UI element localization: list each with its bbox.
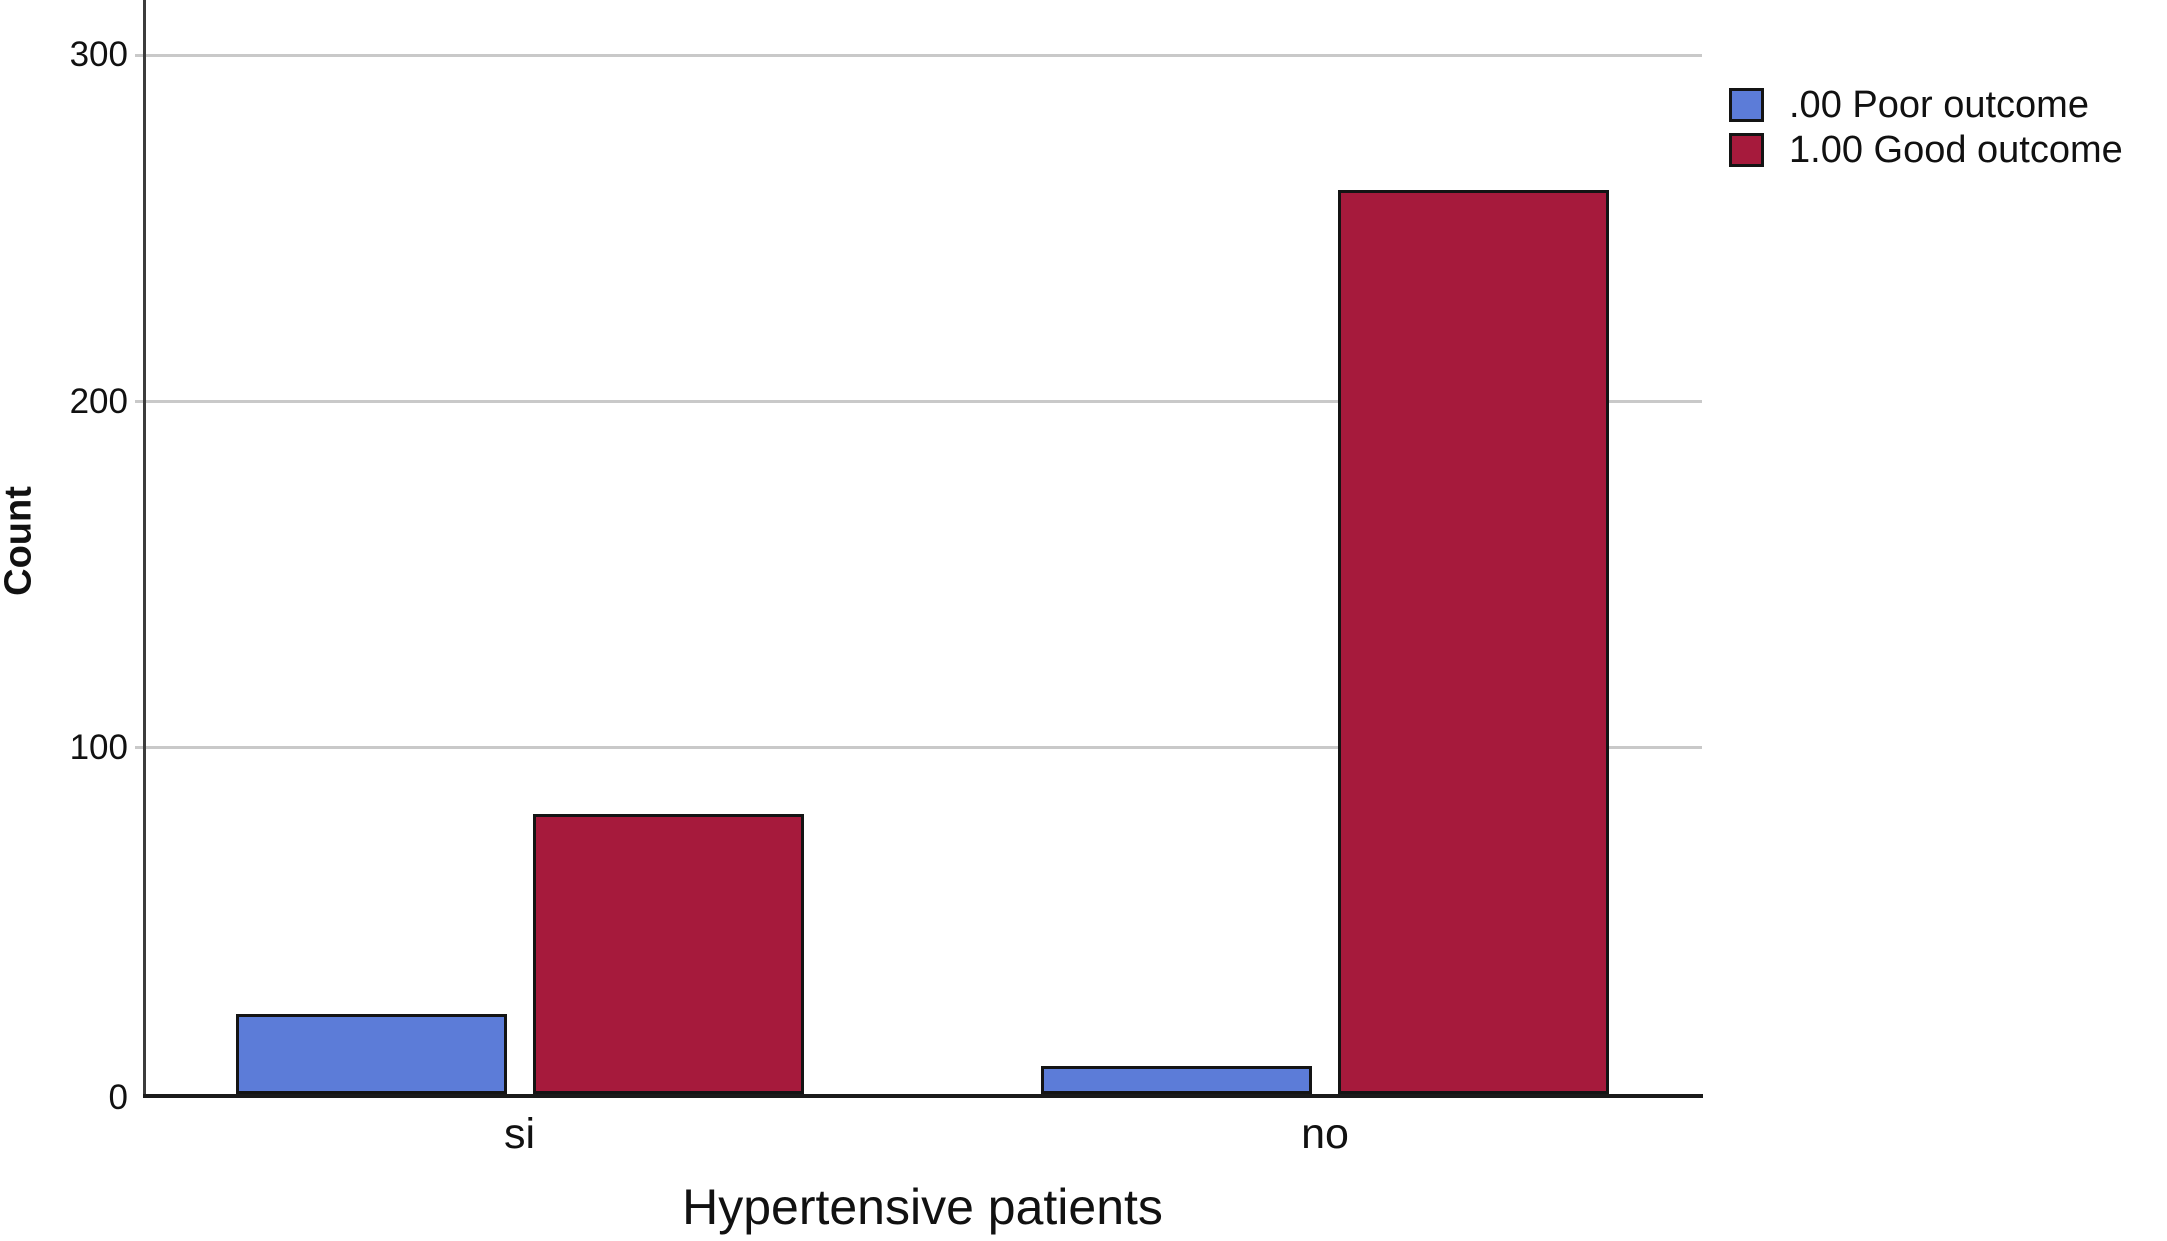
x-axis-line: [143, 1094, 1703, 1098]
legend-item: .00 Poor outcome: [1729, 84, 2123, 126]
y-tick-label: 0: [108, 1078, 128, 1117]
bar-si-good-outcome: [532, 813, 804, 1094]
bar-no-poor-outcome: [1041, 1066, 1312, 1094]
x-category-label-si: si: [503, 1110, 536, 1158]
legend-item: 1.00 Good outcome: [1729, 129, 2123, 171]
y-tick-label: 200: [69, 381, 128, 421]
x-axis-title: Hypertensive patients: [682, 1179, 1163, 1235]
y-tick-label: 300: [69, 35, 128, 75]
plot-area: [135, 0, 1702, 1094]
legend: .00 Poor outcome 1.00 Good outcome: [1729, 84, 2123, 178]
gridline-300: [135, 53, 1702, 57]
gridline-100: [135, 746, 1702, 750]
gridline-200: [135, 400, 1702, 404]
y-axis-line: [143, 0, 146, 1097]
legend-swatch-poor-outcome: [1729, 88, 1764, 122]
y-axis-title: Count: [0, 486, 40, 596]
y-tick-label: 100: [69, 727, 128, 767]
legend-label: .00 Poor outcome: [1789, 83, 2089, 126]
bar-si-poor-outcome: [235, 1014, 507, 1094]
legend-swatch-good-outcome: [1729, 133, 1764, 167]
x-category-label-no: no: [1301, 1110, 1349, 1158]
bar-no-good-outcome: [1338, 190, 1609, 1094]
legend-label: 1.00 Good outcome: [1789, 128, 2123, 171]
